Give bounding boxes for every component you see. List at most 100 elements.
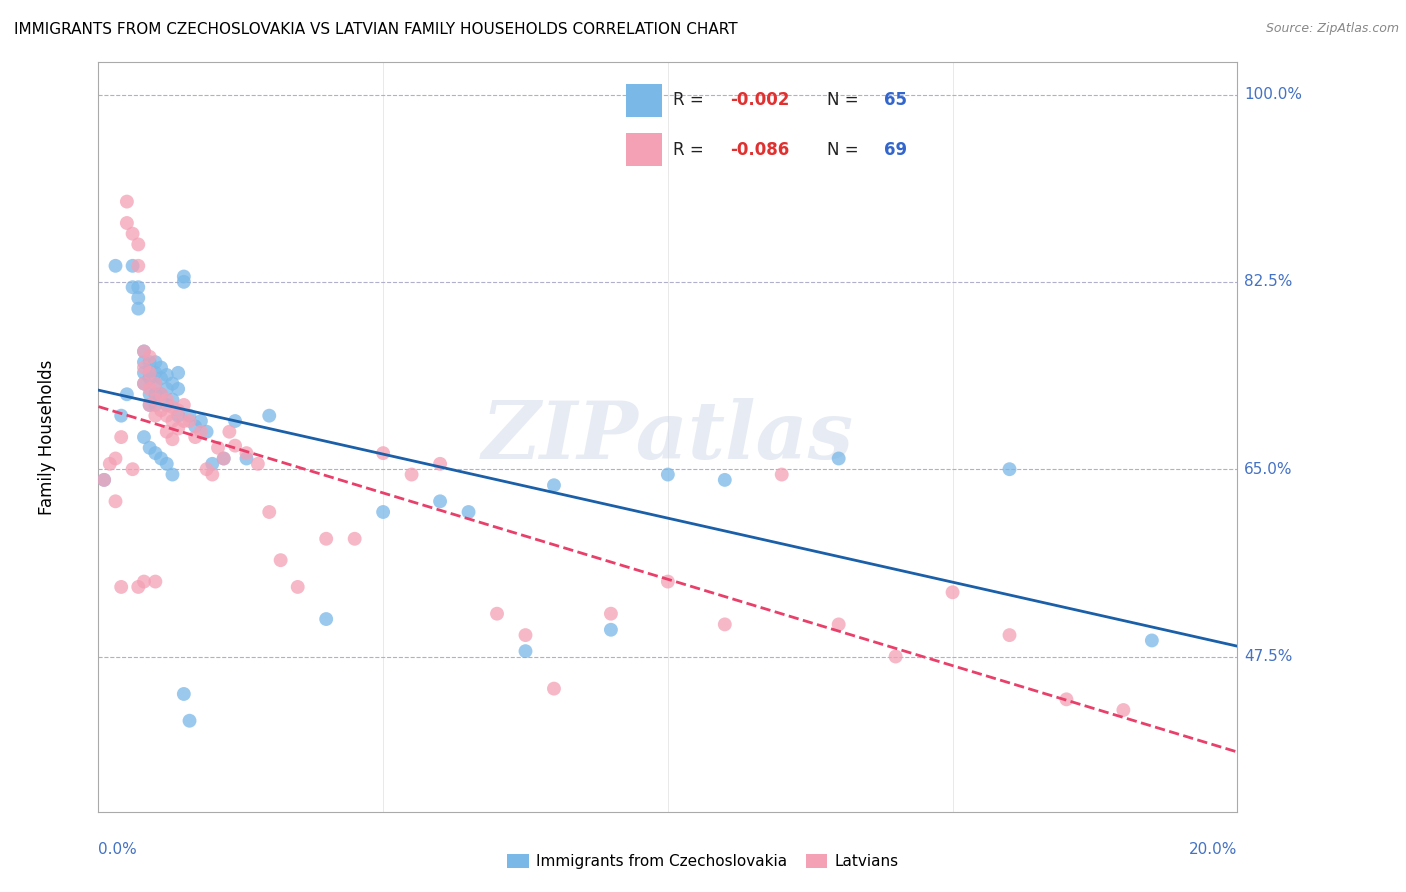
Point: [515, 628, 537, 642]
Point: [315, 532, 337, 546]
Point: [167, 366, 190, 380]
Point: [195, 425, 218, 439]
Point: [218, 425, 240, 439]
Point: [173, 687, 195, 701]
Point: [132, 344, 155, 359]
Point: [145, 409, 167, 423]
Point: [150, 387, 173, 401]
Point: [145, 355, 167, 369]
Point: [714, 473, 737, 487]
Point: [998, 628, 1021, 642]
Point: [132, 366, 155, 380]
Point: [179, 414, 201, 428]
Point: [115, 387, 138, 401]
Point: [201, 467, 224, 482]
Text: -0.002: -0.002: [730, 92, 789, 110]
Point: [138, 366, 160, 380]
Point: [190, 425, 212, 439]
Point: [132, 574, 155, 589]
Point: [132, 430, 155, 444]
Bar: [626, 84, 662, 117]
Point: [138, 371, 160, 385]
Point: [714, 617, 737, 632]
Point: [156, 382, 179, 396]
Text: N =: N =: [827, 92, 863, 110]
Point: [150, 371, 173, 385]
Point: [110, 430, 132, 444]
Point: [343, 532, 366, 546]
Text: 20.0%: 20.0%: [1189, 842, 1237, 857]
Point: [373, 446, 395, 460]
Point: [998, 462, 1021, 476]
Point: [1112, 703, 1135, 717]
Point: [145, 574, 167, 589]
Point: [315, 612, 337, 626]
Point: [104, 451, 127, 466]
Point: [167, 403, 190, 417]
Point: [224, 414, 246, 428]
Point: [156, 368, 179, 382]
Point: [770, 467, 793, 482]
Point: [115, 194, 138, 209]
Point: [259, 505, 281, 519]
Point: [287, 580, 309, 594]
Point: [110, 580, 132, 594]
Point: [138, 441, 160, 455]
Point: [145, 376, 167, 391]
Point: [942, 585, 965, 599]
Point: [162, 414, 184, 428]
Point: [235, 451, 257, 466]
Point: [127, 280, 149, 294]
Point: [150, 451, 173, 466]
Point: [543, 681, 565, 696]
Text: ZIPatlas: ZIPatlas: [482, 399, 853, 475]
Point: [127, 259, 149, 273]
Point: [138, 355, 160, 369]
Point: [173, 398, 195, 412]
Point: [828, 451, 851, 466]
Point: [162, 400, 184, 414]
Text: 65.0%: 65.0%: [1244, 462, 1292, 476]
Point: [132, 344, 155, 359]
Point: [127, 301, 149, 316]
Point: [224, 439, 246, 453]
Point: [184, 430, 207, 444]
Point: [162, 392, 184, 407]
Point: [167, 409, 190, 423]
Point: [98, 457, 121, 471]
Point: [884, 649, 907, 664]
Point: [167, 382, 190, 396]
Point: [115, 216, 138, 230]
Point: [600, 607, 623, 621]
Point: [138, 350, 160, 364]
Point: [179, 714, 201, 728]
Point: [138, 398, 160, 412]
Point: [145, 387, 167, 401]
Point: [457, 505, 479, 519]
Point: [201, 457, 224, 471]
Point: [429, 494, 451, 508]
Text: Source: ZipAtlas.com: Source: ZipAtlas.com: [1265, 22, 1399, 36]
Point: [150, 387, 173, 401]
Point: [156, 398, 179, 412]
Point: [235, 446, 257, 460]
Text: 65: 65: [884, 92, 907, 110]
Point: [828, 617, 851, 632]
Point: [150, 360, 173, 375]
Text: 47.5%: 47.5%: [1244, 649, 1292, 664]
Point: [173, 269, 195, 284]
Point: [600, 623, 623, 637]
Bar: [626, 133, 662, 166]
Point: [429, 457, 451, 471]
Point: [127, 237, 149, 252]
Text: -0.086: -0.086: [730, 141, 789, 159]
Point: [156, 409, 179, 423]
Point: [173, 275, 195, 289]
Point: [138, 366, 160, 380]
Point: [132, 376, 155, 391]
Point: [150, 403, 173, 417]
Point: [93, 473, 115, 487]
Point: [145, 376, 167, 391]
Point: [156, 392, 179, 407]
Text: 100.0%: 100.0%: [1244, 87, 1302, 102]
